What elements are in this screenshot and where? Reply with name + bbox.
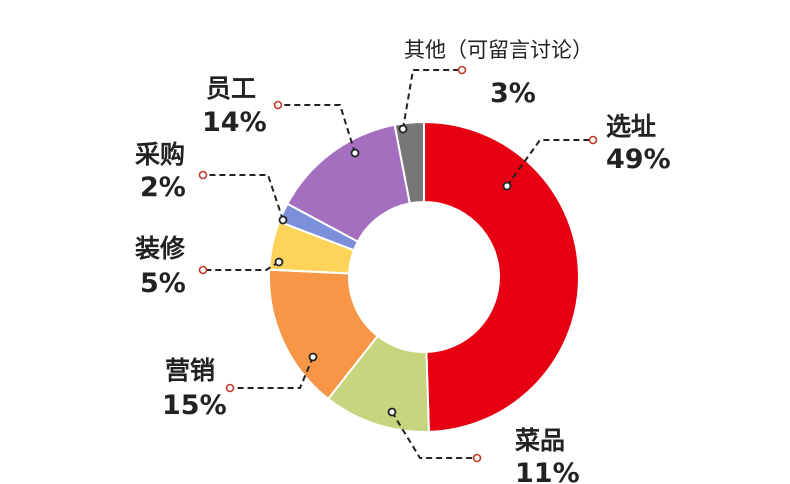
leader-line-dish (391, 411, 474, 459)
leader-dot-dish (387, 407, 397, 417)
leader-line-purchase (206, 174, 284, 221)
leader-end-other (457, 65, 467, 75)
leader-line-other (402, 69, 459, 130)
label-dish-pct: 11% (515, 458, 580, 484)
leader-end-site (588, 135, 598, 145)
leader-end-decor (198, 265, 208, 275)
label-site-pct: 49% (606, 144, 671, 175)
leader-end-staff (273, 100, 283, 110)
leader-dot-decor (274, 257, 284, 267)
leader-end-purchase (198, 170, 208, 180)
leader-line-staff (281, 104, 356, 154)
leader-dot-staff (350, 148, 360, 158)
slice-site (423, 120, 580, 433)
label-dish-name: 菜品 (515, 426, 566, 455)
slice-marketing (268, 268, 380, 401)
leader-line-decor (206, 261, 280, 271)
label-marketing-name: 营销 (165, 356, 216, 385)
leader-line-marketing (233, 356, 314, 389)
label-marketing-pct: 15% (162, 390, 227, 421)
label-staff-pct: 14% (202, 107, 267, 138)
leader-end-dish (472, 453, 482, 463)
label-site-name: 选址 (606, 112, 657, 141)
label-decor-pct: 5% (140, 268, 186, 299)
label-purchase-name: 采购 (135, 140, 186, 169)
label-other-pct: 3% (490, 78, 536, 109)
label-decor-name: 装修 (135, 234, 186, 263)
label-purchase-pct: 2% (140, 172, 186, 203)
leader-dot-site (502, 181, 512, 191)
leader-dot-purchase (278, 215, 288, 225)
leader-end-marketing (225, 383, 235, 393)
leader-dot-marketing (308, 352, 318, 362)
label-other-name: 其他（可留言讨论） (404, 38, 593, 62)
leader-dot-other (398, 124, 408, 134)
label-staff-name: 员工 (206, 74, 257, 103)
